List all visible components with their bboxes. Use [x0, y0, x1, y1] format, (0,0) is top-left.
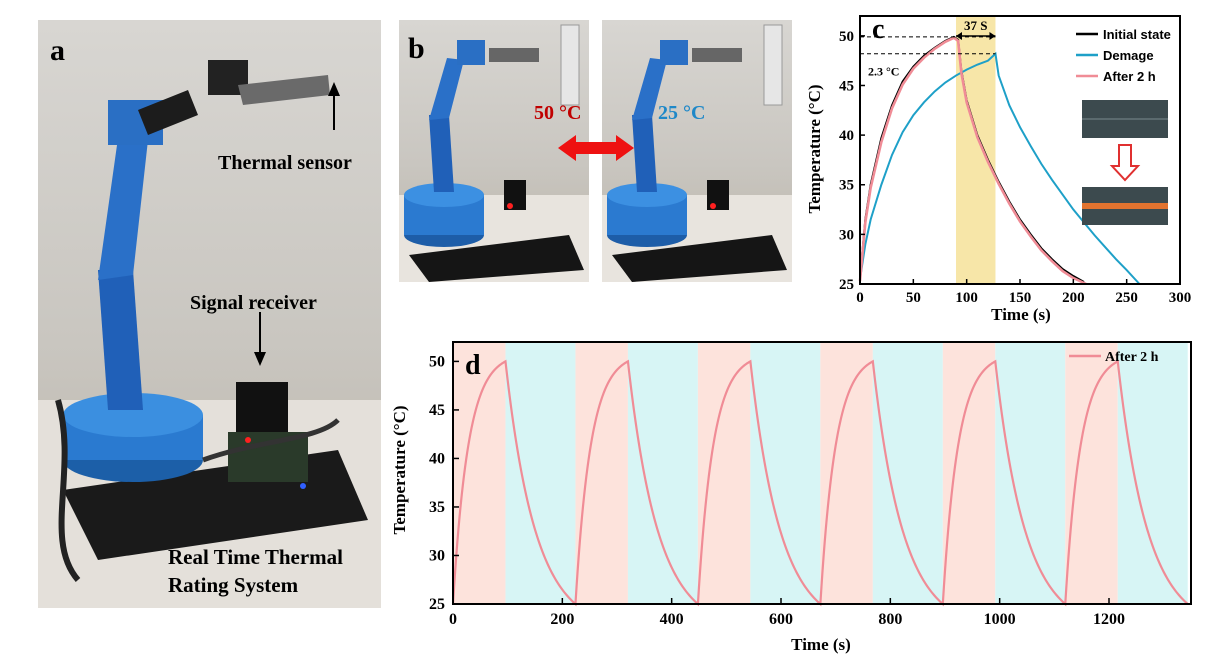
panel-b-letter: b — [408, 32, 425, 65]
c-shaded-band — [956, 16, 996, 284]
d-y-tick-label-1: 30 — [429, 547, 445, 564]
c-y-tick-label-4: 45 — [839, 78, 854, 94]
c-x-tick-label-0: 0 — [856, 290, 864, 306]
d-y-tick-label-0: 25 — [429, 596, 445, 613]
signal-receiver-label: Signal receiver — [190, 292, 317, 314]
d-y-ticks: 25 30 35 40 45 50 — [429, 353, 459, 613]
c-y-axis-label: Temperature (°C) — [805, 84, 824, 213]
d-cooling-band-5 — [1117, 342, 1188, 604]
d-heating-band-4 — [942, 342, 996, 604]
c-x-tick-label-3: 150 — [1009, 290, 1032, 306]
c-x-ticks: 0 50 100 150 200 250 300 — [856, 279, 1191, 306]
chart-d: 0 200 400 600 800 1000 1200 25 30 35 40 45 50 d Tim… — [390, 341, 1192, 654]
panel-a-letter: a — [50, 34, 65, 67]
d-heating-band-5 — [1065, 342, 1118, 604]
c-y-tick-label-0: 25 — [839, 277, 854, 293]
d-y-axis-label: Temperature (°C) — [390, 405, 409, 534]
c-x-tick-label-5: 250 — [1115, 290, 1138, 306]
c-inset-images — [1082, 100, 1168, 225]
panel-b-photo-cold — [602, 20, 792, 282]
double-arrow-icon — [558, 135, 634, 161]
c-x-tick-label-2: 100 — [955, 290, 978, 306]
c-legend-label-2: After 2 h — [1103, 69, 1156, 84]
d-heating-band-0 — [453, 342, 506, 604]
d-cooling-band-2 — [750, 342, 821, 604]
system-label-line2: Rating System — [168, 573, 299, 597]
c-duration-arrowhead-right — [989, 32, 996, 40]
c-annotations: 37 S 2.3 °C — [860, 18, 996, 79]
c-legend-label-0: Initial state — [1103, 27, 1171, 42]
d-heating-band-1 — [575, 342, 628, 604]
c-series-lines — [858, 35, 1141, 286]
d-y-tick-label-4: 45 — [429, 402, 445, 419]
c-series-line-2 — [858, 36, 1087, 286]
c-x-axis-label: Time (s) — [991, 305, 1051, 324]
d-plot-frame — [452, 341, 1192, 605]
c-series-line-1 — [859, 51, 1141, 285]
d-x-tick-label-3: 600 — [769, 611, 793, 628]
c-duration-label: 37 S — [964, 18, 987, 33]
d-x-ticks: 0 200 400 600 800 1000 1200 — [449, 598, 1125, 628]
c-legend: Initial state Demage After 2 h — [1076, 27, 1171, 84]
d-cycle-bands — [453, 342, 1188, 604]
robot-arm-illustration — [38, 60, 381, 608]
robot-arm-cold-illustration — [602, 24, 792, 282]
c-y-tick-label-2: 35 — [839, 178, 854, 194]
c-x-tick-label-4: 200 — [1062, 290, 1085, 306]
d-y-tick-label-5: 50 — [429, 353, 445, 370]
d-cooling-band-3 — [872, 342, 943, 604]
c-x-tick-label-6: 300 — [1169, 290, 1192, 306]
d-x-tick-label-1: 200 — [550, 611, 574, 628]
d-x-tick-label-2: 400 — [660, 611, 684, 628]
c-y-tick-label-3: 40 — [839, 128, 854, 144]
c-inset-down-arrow-icon — [1109, 144, 1141, 182]
robot-arm-hot-illustration — [399, 24, 589, 282]
c-x-tick-label-1: 50 — [906, 290, 921, 306]
system-label-line1: Real Time Thermal — [168, 545, 343, 569]
d-x-tick-label-0: 0 — [449, 611, 457, 628]
cold-temperature-label: 25 °C — [658, 102, 706, 124]
c-inset-strip-bottom-glow — [1082, 203, 1168, 209]
c-y-ticks: 25 30 35 40 45 50 — [839, 29, 865, 293]
d-panel-letter: d — [465, 350, 481, 381]
panel-a-photo — [38, 20, 381, 608]
hot-temperature-label: 50 °C — [534, 102, 582, 124]
d-x-tick-label-6: 1200 — [1093, 611, 1125, 628]
d-cooling-band-1 — [627, 342, 698, 604]
panel-b-photo-hot — [399, 20, 589, 282]
d-legend-label-0: After 2 h — [1105, 350, 1159, 365]
c-delta-label: 2.3 °C — [868, 65, 899, 79]
d-heating-band-3 — [820, 342, 873, 604]
d-x-axis-label: Time (s) — [791, 635, 851, 654]
d-legend: After 2 h — [1069, 350, 1159, 365]
c-y-tick-label-5: 50 — [839, 29, 854, 45]
d-x-tick-label-4: 800 — [878, 611, 902, 628]
c-heating-band — [956, 16, 996, 284]
d-cooling-band-0 — [505, 342, 576, 604]
d-heating-band-2 — [697, 342, 751, 604]
d-y-tick-label-3: 40 — [429, 450, 445, 467]
c-duration-arrowhead-left — [956, 32, 962, 40]
d-cooling-band-4 — [995, 342, 1066, 604]
thermal-sensor-label: Thermal sensor — [218, 152, 352, 174]
d-x-tick-label-5: 1000 — [984, 611, 1016, 628]
chart-c: 37 S 2.3 °C 0 50 100 150 200 250 300 25 30 35 40 45… — [805, 14, 1191, 324]
c-panel-letter: c — [872, 14, 884, 45]
c-y-tick-label-1: 30 — [839, 227, 854, 243]
d-y-tick-label-2: 35 — [429, 499, 445, 516]
c-legend-label-1: Demage — [1103, 48, 1154, 63]
